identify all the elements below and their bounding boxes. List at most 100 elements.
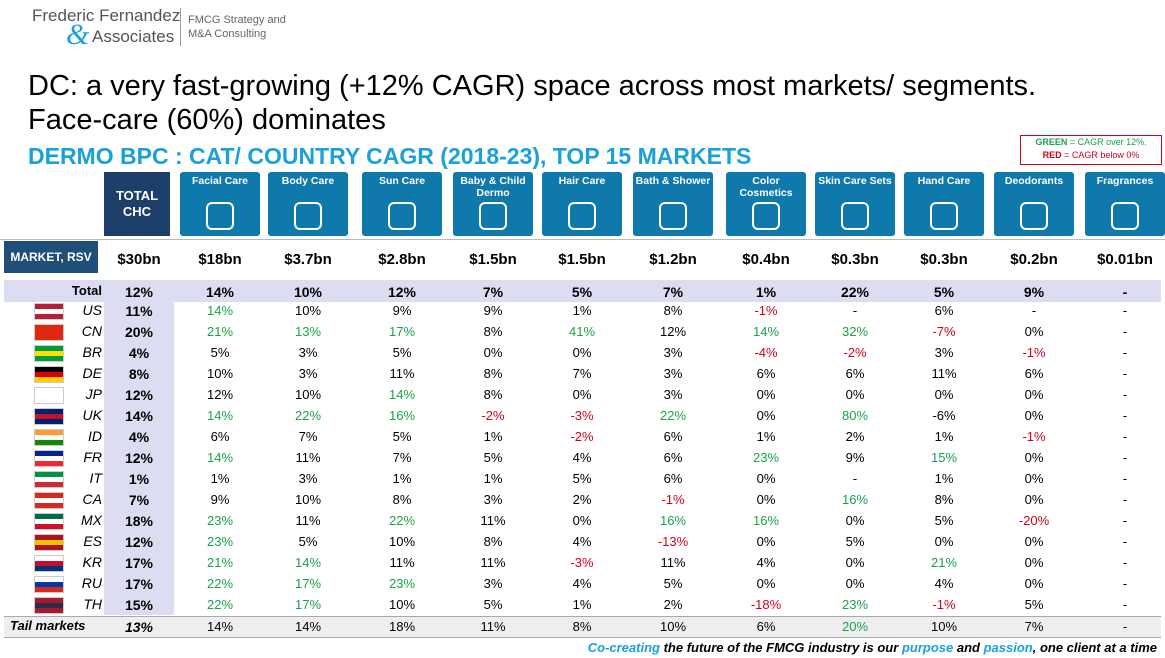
- footer-part: Co-creating: [587, 640, 660, 655]
- table-cell: 6%: [663, 429, 683, 444]
- table-cell: -2%: [570, 429, 594, 444]
- table-cell: 0%: [1024, 555, 1044, 570]
- table-cell: -: [1122, 284, 1128, 300]
- title: DC: a very fast-growing (+12% CAGR) spac…: [28, 70, 1037, 102]
- flag-stripe: [35, 367, 63, 372]
- table-cell: -: [852, 303, 858, 318]
- flag-stripe: [35, 524, 63, 529]
- category-label: Sun Care: [378, 175, 426, 187]
- table-cell: 1%: [210, 471, 230, 486]
- table-cell: 2%: [663, 597, 683, 612]
- row-label: RU: [81, 575, 102, 591]
- table-cell: 0%: [1024, 576, 1044, 591]
- flag-stripe: [35, 330, 63, 335]
- table-cell: -: [1122, 387, 1128, 402]
- table-cell: 32%: [841, 324, 869, 339]
- flag-stripe: [35, 545, 63, 550]
- flag-stripe: [35, 409, 63, 414]
- table-cell: 12%: [124, 534, 154, 550]
- flag: [34, 303, 64, 320]
- table-cell: -: [1122, 408, 1128, 423]
- row-label: IT: [89, 470, 102, 486]
- table-cell: 11%: [480, 513, 506, 528]
- category-label: Hair Care: [558, 175, 606, 187]
- table-cell: 6%: [210, 429, 230, 444]
- flag-stripe: [35, 335, 63, 340]
- table-cell: -1%: [1022, 345, 1046, 360]
- category-icon: [841, 202, 869, 230]
- table-cell: 14%: [206, 619, 234, 634]
- table-cell: 6%: [663, 450, 683, 465]
- table-cell: -: [1122, 576, 1128, 591]
- table-cell: -6%: [932, 408, 956, 423]
- table-cell: 22%: [206, 576, 234, 591]
- category-icon: [930, 202, 958, 230]
- flag-stripe: [35, 587, 63, 592]
- table-cell: 9%: [1023, 284, 1045, 300]
- flag-stripe: [35, 582, 63, 587]
- table-cell: 0%: [756, 408, 776, 423]
- table-cell: -13%: [657, 534, 689, 549]
- row-label: MX: [81, 512, 102, 528]
- category-icon: [659, 202, 687, 230]
- table-cell: -1%: [754, 303, 778, 318]
- table-cell: 1%: [572, 597, 592, 612]
- category-icon: [1020, 202, 1048, 230]
- category-tile: Sun Care: [362, 172, 442, 236]
- footer-part: passion: [983, 640, 1033, 655]
- category-tile: Fragrances: [1085, 172, 1165, 236]
- table-cell: 4%: [128, 429, 150, 445]
- table-cell: 21%: [206, 555, 234, 570]
- flag-stripe: [35, 430, 63, 435]
- table-cell: 17%: [124, 576, 154, 592]
- table-cell: 5%: [483, 597, 503, 612]
- table-cell: 14%: [205, 284, 235, 300]
- table-cell: -: [1122, 555, 1128, 570]
- category-label: Fragrances: [1096, 175, 1154, 187]
- flag-stripe: [35, 461, 63, 466]
- table-cell: 9%: [392, 303, 412, 318]
- flag-stripe: [35, 477, 63, 482]
- table-cell: 0%: [1024, 534, 1044, 549]
- table-cell: 16%: [841, 492, 869, 507]
- table-cell: 3%: [934, 345, 954, 360]
- flag-stripe: [35, 414, 63, 419]
- flag: [34, 366, 64, 383]
- row-label: ID: [88, 428, 102, 444]
- table-cell: 11%: [125, 303, 153, 319]
- table-cell: 8%: [483, 324, 503, 339]
- market-size: $1.5bn: [558, 251, 606, 268]
- table-cell: 11%: [295, 450, 321, 465]
- row-label: DE: [82, 365, 102, 381]
- table-cell: -: [1122, 303, 1128, 318]
- table-cell: -3%: [570, 555, 594, 570]
- table-cell: -7%: [932, 324, 956, 339]
- market-size: $0.2bn: [1010, 251, 1058, 268]
- row-label: ES: [83, 533, 102, 549]
- category-tile: Baby & Child Dermo: [453, 172, 533, 236]
- table-cell: 14%: [294, 619, 322, 634]
- flag-stripe: [35, 498, 63, 503]
- flag: [34, 597, 64, 614]
- flag-stripe: [35, 309, 63, 314]
- table-cell: 14%: [124, 408, 154, 424]
- logo-line1: Frederic Fernandez: [32, 6, 181, 25]
- table-cell: 0%: [934, 534, 954, 549]
- flag-stripe: [35, 377, 63, 382]
- table-cell: 3%: [483, 492, 503, 507]
- category-tile: Body Care: [268, 172, 348, 236]
- table-cell: 12%: [206, 387, 234, 402]
- table-cell: 14%: [388, 387, 416, 402]
- table-cell: 7%: [662, 284, 684, 300]
- flag-stripe: [35, 388, 63, 393]
- table-cell: 6%: [934, 303, 954, 318]
- legend-key: GREEN: [1035, 137, 1068, 147]
- flag-stripe: [35, 566, 63, 571]
- table-cell: 17%: [388, 324, 416, 339]
- table-cell: 0%: [572, 387, 592, 402]
- table-cell: 0%: [756, 576, 776, 591]
- flag-stripe: [35, 535, 63, 540]
- category-label: Skin Care Sets: [818, 175, 892, 187]
- table-cell: 22%: [206, 597, 234, 612]
- table-cell: 5%: [392, 429, 412, 444]
